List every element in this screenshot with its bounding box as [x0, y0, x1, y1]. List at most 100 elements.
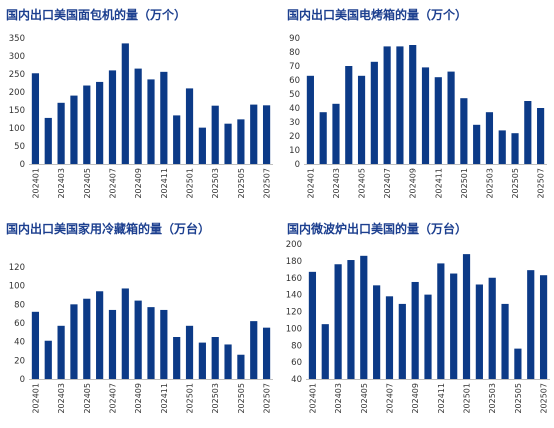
x-tick-label: 202507 [537, 168, 546, 199]
bar [96, 291, 104, 379]
y-tick-label: 40 [289, 104, 300, 114]
bar [434, 77, 442, 164]
x-tick-label: 202503 [485, 168, 494, 199]
bar [31, 73, 40, 164]
bar-chart: 40 60 80 100 120 140 160 180 200 202401 202403 2024… [286, 240, 550, 414]
y-tick-label: 100 [286, 324, 302, 334]
bar [147, 307, 155, 379]
y-tick-label: 30 [289, 118, 300, 128]
x-tick-label: 202505 [237, 168, 246, 199]
x-tick-label: 202411 [160, 383, 169, 414]
y-tick-label: 50 [289, 90, 300, 100]
bar [250, 104, 258, 164]
x-tick-label: 202407 [108, 383, 117, 414]
bar [185, 325, 194, 379]
bar [524, 101, 532, 164]
bar [44, 340, 52, 379]
bar [319, 112, 327, 164]
bar [308, 271, 317, 379]
y-tick-label: 100 [9, 124, 25, 134]
bar [360, 255, 368, 379]
y-tick-label: 20 [14, 356, 25, 366]
x-tick-label: 202507 [540, 383, 549, 414]
y-tick-label: 160 [286, 274, 302, 284]
bar [537, 108, 545, 164]
bar [121, 288, 129, 379]
bar [421, 67, 430, 164]
bar [488, 277, 496, 379]
chart-title: 国内出口美国家用冷藏箱的量（万台） [6, 222, 211, 236]
bar [347, 260, 355, 379]
x-tick-label: 202403 [332, 168, 341, 199]
bar [334, 264, 342, 379]
x-tick-label: 202503 [488, 383, 497, 414]
bar [306, 75, 314, 164]
bar [83, 298, 91, 379]
y-tick-label: 40 [291, 375, 302, 385]
bar [57, 325, 65, 379]
bar [173, 337, 181, 379]
bar [108, 70, 117, 164]
x-tick-label: 202401 [308, 383, 317, 414]
bar [224, 123, 232, 164]
bar [501, 303, 509, 379]
bar [96, 81, 104, 164]
y-tick-label: 90 [289, 34, 300, 44]
x-tick-label: 202501 [463, 383, 472, 414]
y-tick-label: 60 [291, 358, 302, 368]
y-tick-label: 200 [286, 240, 302, 250]
chart-panel-bread-maker: 国内出口美国面包机的量（万个） 0 50 100 150 200 250 300 350 202… [0, 0, 277, 214]
x-tick-label: 202411 [437, 383, 446, 414]
chart-title: 国内出口美国电烤箱的量（万个） [287, 8, 468, 22]
x-tick-label: 202501 [186, 168, 195, 199]
bar [121, 43, 129, 164]
x-tick-label: 202405 [83, 383, 92, 414]
x-tick-label: 202507 [263, 383, 272, 414]
bar [473, 124, 481, 164]
bar [498, 130, 506, 164]
bar [450, 273, 458, 379]
bar [373, 285, 381, 379]
x-tick-label: 202505 [514, 383, 523, 414]
bar [511, 133, 519, 164]
bar [475, 284, 483, 379]
x-tick-label: 202405 [358, 168, 367, 199]
chart-title: 国内微波炉出口美国的量（万台） [287, 222, 468, 236]
bar [398, 303, 406, 379]
y-tick-label: 40 [14, 338, 25, 348]
chart-panel-electric-oven: 国内出口美国电烤箱的量（万个） 0 10 20 30 40 50 60 70 80 90 20240… [277, 0, 554, 214]
y-tick-label: 250 [9, 70, 25, 80]
x-tick-label: 202401 [31, 168, 40, 199]
y-tick-label: 100 [9, 282, 25, 292]
x-tick-label: 202405 [83, 168, 92, 199]
x-tick-label: 202411 [434, 168, 443, 199]
x-tick-label: 202403 [57, 168, 66, 199]
y-tick-label: 50 [14, 142, 25, 152]
x-tick-label: 202409 [411, 383, 420, 414]
bar [460, 98, 468, 164]
bar [198, 127, 206, 164]
y-tick-label: 70 [289, 62, 300, 72]
chart-panel-household-refrigerator: 国内出口美国家用冷藏箱的量（万台） 0 20 40 60 80 100 120 202401 2… [0, 214, 277, 428]
y-tick-label: 0 [20, 375, 25, 385]
chart-panel-microwave-oven: 国内微波炉出口美国的量（万台） 40 60 80 100 120 140 160 180 200… [277, 214, 554, 428]
bar [437, 263, 445, 379]
bar [57, 102, 65, 164]
x-tick-label: 202407 [385, 383, 394, 414]
bar [134, 300, 142, 379]
bar [160, 71, 168, 164]
x-tick-label: 202407 [108, 168, 117, 199]
y-tick-label: 60 [289, 76, 300, 86]
bar [237, 119, 245, 164]
chart-title: 国内出口美国面包机的量（万个） [6, 8, 187, 22]
bar [31, 311, 40, 379]
bar [424, 294, 432, 379]
bar [514, 348, 522, 379]
x-tick-label: 202411 [160, 168, 169, 199]
y-tick-label: 120 [9, 263, 25, 273]
y-tick-label: 80 [291, 341, 302, 351]
x-tick-label: 202501 [460, 168, 469, 199]
bar [396, 46, 404, 164]
bar [409, 45, 417, 164]
bar [485, 112, 494, 164]
